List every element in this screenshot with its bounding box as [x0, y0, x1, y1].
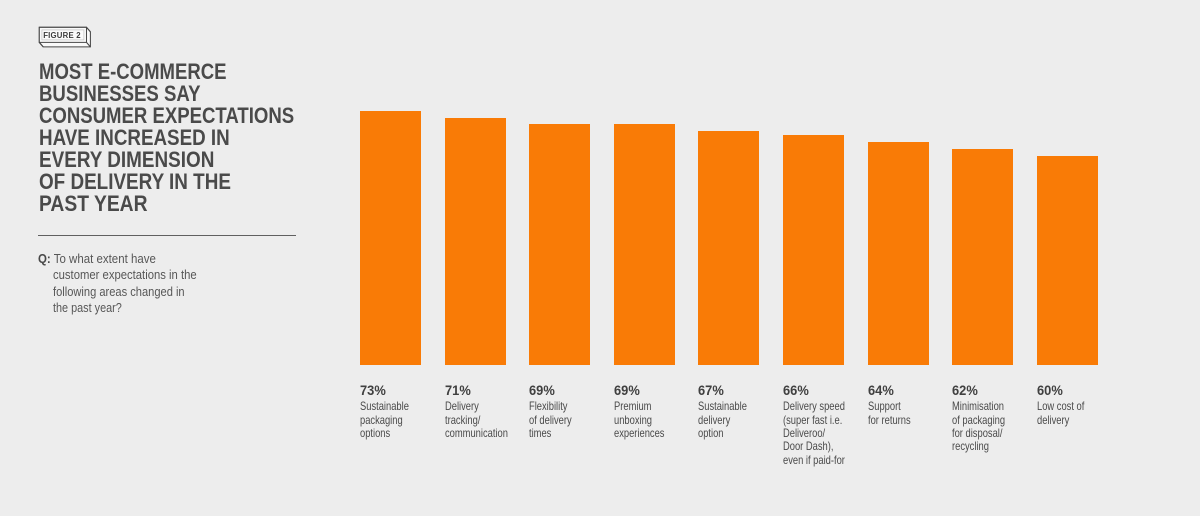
svg-text:FIGURE 2: FIGURE 2 [43, 31, 81, 40]
